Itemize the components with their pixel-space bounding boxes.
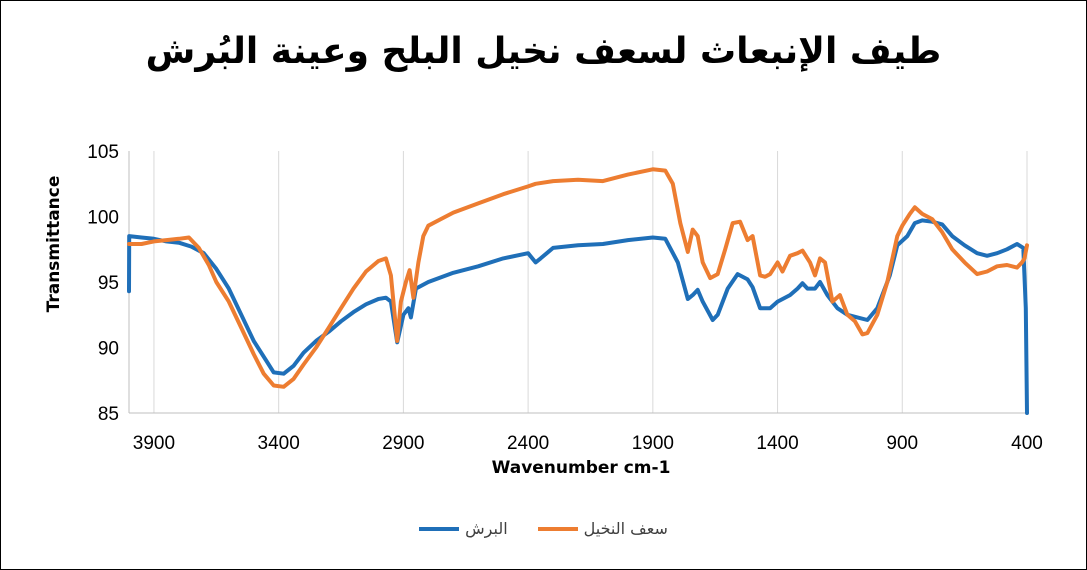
- legend-label-series-1: البرش: [465, 519, 508, 538]
- x-tick-labels: 3900 3400 2900 2400 1900 1400 900 400: [133, 433, 1043, 454]
- legend-item-series-1: البرش: [419, 519, 508, 538]
- x-tick-3400: 3400: [258, 433, 300, 454]
- legend: البرش سعف النخيل: [1, 519, 1086, 538]
- y-axis-label: Transmittance: [44, 176, 64, 313]
- y-tick-100: 100: [87, 208, 119, 229]
- legend-swatch-series-2: [537, 526, 578, 531]
- series-lines: [127, 167, 1029, 415]
- grid-lines: [153, 151, 1028, 413]
- y-tick-85: 85: [98, 404, 119, 425]
- series-line-1: [127, 218, 1029, 415]
- x-tick-2900: 2900: [382, 433, 424, 454]
- y-tick-95: 95: [98, 273, 119, 294]
- x-tick-3900: 3900: [133, 433, 175, 454]
- x-tick-1900: 1900: [632, 433, 674, 454]
- chart-title: طيف الإنبعاث لسعف نخيل البلح وعينة البُر…: [145, 31, 942, 72]
- x-tick-2400: 2400: [507, 433, 549, 454]
- legend-label-series-2: سعف النخيل: [583, 519, 668, 538]
- x-axis-label: Wavenumber cm-1: [492, 458, 671, 478]
- y-tick-90: 90: [98, 339, 119, 360]
- x-tick-900: 900: [886, 433, 918, 454]
- x-tick-400: 400: [1011, 433, 1043, 454]
- y-tick-105: 105: [87, 142, 119, 163]
- series-line-2: [127, 167, 1029, 389]
- y-tick-labels: 85 90 95 100 105: [87, 142, 119, 425]
- legend-item-series-2: سعف النخيل: [537, 519, 668, 538]
- legend-swatch-series-1: [419, 526, 460, 531]
- x-tick-1400: 1400: [756, 433, 798, 454]
